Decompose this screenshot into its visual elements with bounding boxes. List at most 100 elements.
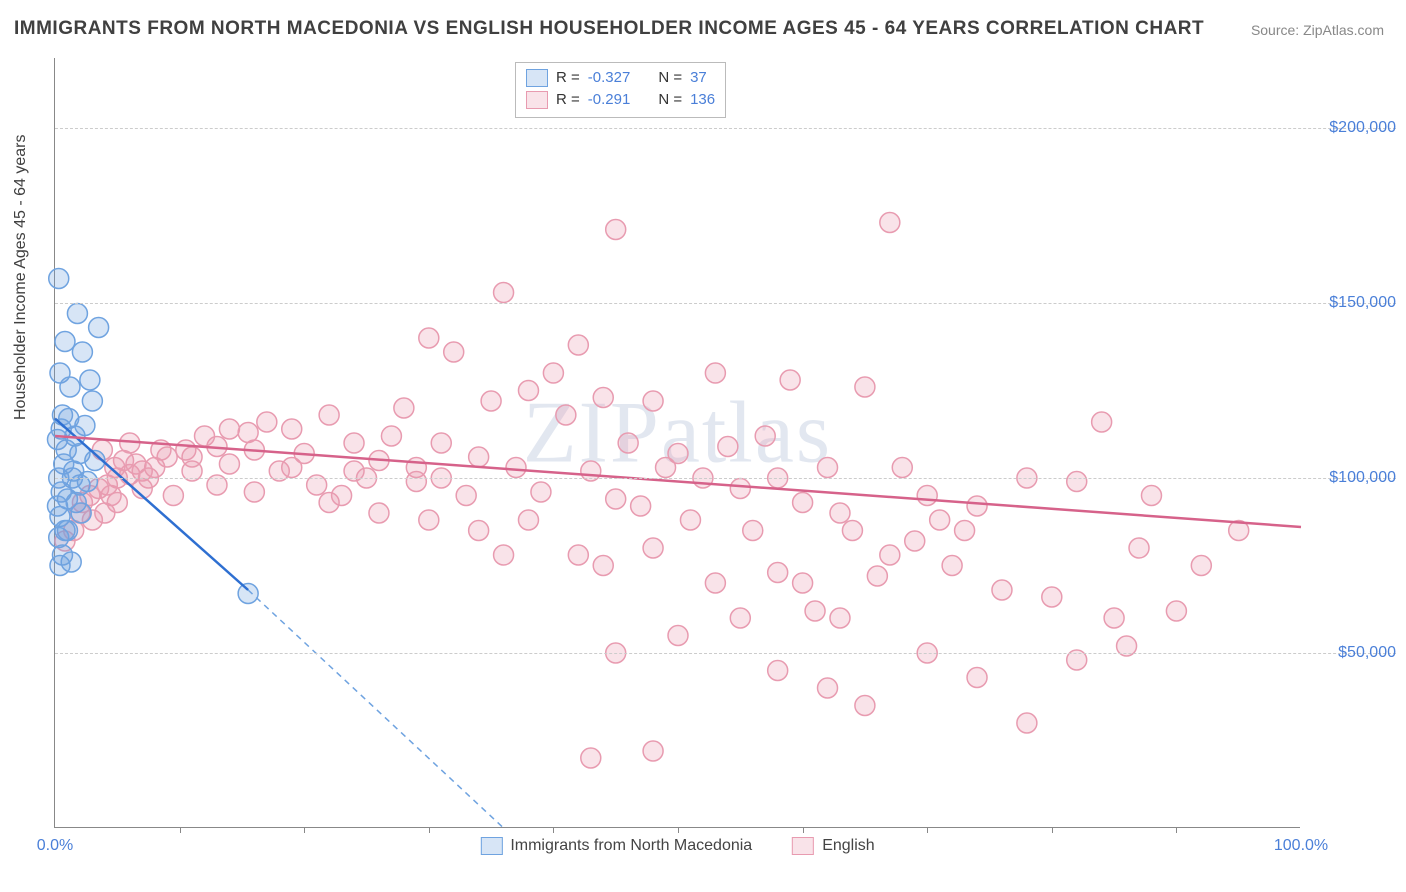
scatter-point (718, 437, 738, 457)
scatter-point (238, 584, 258, 604)
scatter-point (830, 503, 850, 523)
x-minor-tick (1176, 827, 1177, 833)
trend-line-extrapolated (248, 590, 503, 828)
scatter-point (431, 433, 451, 453)
scatter-point (892, 458, 912, 478)
scatter-point (55, 332, 75, 352)
scatter-point (531, 482, 551, 502)
scatter-point (643, 741, 663, 761)
scatter-point (668, 626, 688, 646)
legend-series-name: Immigrants from North Macedonia (510, 837, 752, 855)
scatter-point (606, 489, 626, 509)
scatter-point (705, 363, 725, 383)
scatter-point (444, 342, 464, 362)
scatter-point (518, 510, 538, 530)
bottom-legend: Immigrants from North Macedonia English (480, 837, 874, 855)
x-minor-tick (180, 827, 181, 833)
scatter-point (543, 363, 563, 383)
legend-item-series-1: English (792, 837, 874, 855)
scatter-point (95, 503, 115, 523)
scatter-point (1104, 608, 1124, 628)
scatter-point (855, 696, 875, 716)
gridline-h (55, 303, 1396, 304)
scatter-point (705, 573, 725, 593)
scatter-point (469, 521, 489, 541)
scatter-point (1129, 538, 1149, 558)
scatter-point (369, 503, 389, 523)
y-tick-label: $200,000 (1306, 119, 1396, 137)
scatter-point (942, 556, 962, 576)
y-tick-label: $100,000 (1306, 469, 1396, 487)
plot-area: ZIPatlas R = -0.327 N = 37 R = -0.291 N … (54, 58, 1300, 828)
scatter-point (219, 419, 239, 439)
scatter-point (917, 486, 937, 506)
scatter-point (730, 608, 750, 628)
swatch-icon (792, 837, 814, 855)
scatter-point (618, 433, 638, 453)
scatter-point (50, 556, 70, 576)
scatter-point (805, 601, 825, 621)
scatter-point (743, 521, 763, 541)
x-minor-tick (927, 827, 928, 833)
y-axis-title: Householder Income Ages 45 - 64 years (12, 135, 30, 421)
chart-title: IMMIGRANTS FROM NORTH MACEDONIA VS ENGLI… (14, 18, 1204, 40)
scatter-svg (55, 58, 1300, 827)
scatter-point (768, 661, 788, 681)
scatter-point (60, 377, 80, 397)
scatter-point (680, 510, 700, 530)
scatter-point (257, 412, 277, 432)
scatter-point (793, 493, 813, 513)
scatter-point (593, 556, 613, 576)
scatter-point (49, 269, 69, 289)
scatter-point (469, 447, 489, 467)
scatter-point (1042, 587, 1062, 607)
scatter-point (89, 318, 109, 338)
scatter-point (80, 370, 100, 390)
scatter-point (244, 482, 264, 502)
scatter-point (1191, 556, 1211, 576)
scatter-point (456, 486, 476, 506)
scatter-point (992, 580, 1012, 600)
scatter-point (419, 328, 439, 348)
legend-series-name: English (822, 837, 874, 855)
scatter-point (643, 391, 663, 411)
scatter-point (643, 538, 663, 558)
scatter-point (793, 573, 813, 593)
gridline-h (55, 653, 1396, 654)
scatter-point (518, 381, 538, 401)
scatter-point (282, 419, 302, 439)
scatter-point (1017, 713, 1037, 733)
scatter-point (105, 458, 125, 478)
x-minor-tick (678, 827, 679, 833)
x-minor-tick (553, 827, 554, 833)
scatter-point (319, 405, 339, 425)
scatter-point (556, 405, 576, 425)
x-minor-tick (1052, 827, 1053, 833)
scatter-point (1067, 472, 1087, 492)
scatter-point (593, 388, 613, 408)
scatter-point (82, 391, 102, 411)
x-tick-label: 0.0% (37, 837, 73, 855)
scatter-point (481, 391, 501, 411)
gridline-h (55, 478, 1396, 479)
scatter-point (830, 608, 850, 628)
scatter-point (49, 528, 69, 548)
scatter-point (1092, 412, 1112, 432)
scatter-point (381, 426, 401, 446)
swatch-icon (480, 837, 502, 855)
scatter-point (219, 454, 239, 474)
legend-item-series-0: Immigrants from North Macedonia (480, 837, 752, 855)
scatter-point (494, 545, 514, 565)
scatter-point (406, 458, 426, 478)
scatter-point (606, 220, 626, 240)
scatter-point (730, 479, 750, 499)
x-minor-tick (803, 827, 804, 833)
scatter-point (818, 678, 838, 698)
scatter-point (494, 283, 514, 303)
y-tick-label: $50,000 (1306, 644, 1396, 662)
scatter-point (855, 377, 875, 397)
scatter-point (67, 304, 87, 324)
scatter-point (631, 496, 651, 516)
scatter-point (780, 370, 800, 390)
scatter-point (568, 335, 588, 355)
